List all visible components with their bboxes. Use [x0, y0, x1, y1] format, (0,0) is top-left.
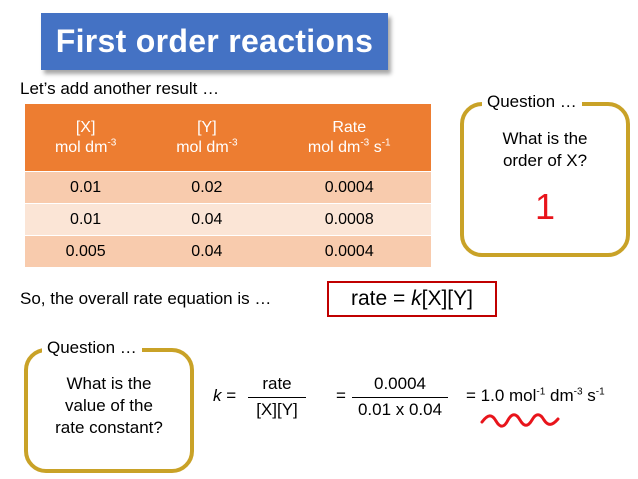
fraction-bar — [248, 397, 306, 398]
table-row: 0.01 0.04 0.0008 — [25, 203, 431, 236]
table-row: 0.01 0.02 0.0004 — [25, 171, 431, 204]
fraction-numerator-rate: rate — [262, 374, 292, 393]
fraction-denominator-value: 0.01 x 0.04 — [357, 400, 443, 419]
question-box-order — [460, 102, 630, 257]
answer-order: 1 — [534, 186, 556, 227]
rate-equation-box: rate = k[X][Y] — [327, 281, 497, 317]
question-text-order: What is the order of X? — [502, 129, 588, 170]
fraction-bar — [352, 397, 448, 398]
cell-y: 0.04 — [146, 235, 268, 268]
fraction-numerator-value: 0.0004 — [374, 374, 426, 393]
cell-rate: 0.0004 — [267, 235, 431, 268]
header-rate: Rate mol dm-3 s-1 — [267, 104, 431, 172]
cell-x: 0.01 — [25, 171, 147, 204]
intro-text: Let’s add another result … — [20, 79, 220, 98]
rate-data-table: [X] mol dm-3 [Y] mol dm-3 Rate mol dm-3 … — [25, 104, 431, 268]
table-header-row: [X] mol dm-3 [Y] mol dm-3 Rate mol dm-3 … — [25, 104, 431, 172]
slide-title: First order reactions — [41, 13, 388, 70]
fraction-denominator-xy: [X][Y] — [256, 400, 298, 419]
header-x: [X] mol dm-3 — [25, 104, 147, 172]
k-symbol: k = — [213, 386, 237, 405]
cell-rate: 0.0008 — [267, 203, 431, 236]
cell-y: 0.04 — [146, 203, 268, 236]
question-text-rate-constant: What is the value of the rate constant? — [55, 374, 163, 437]
equals-sign: = — [336, 386, 346, 405]
cell-rate: 0.0004 — [267, 171, 431, 204]
overall-rate-text: So, the overall rate equation is … — [20, 289, 272, 308]
rate-constant-result: = 1.0 mol-1 dm-3 s-1 — [466, 386, 605, 405]
cell-x: 0.005 — [25, 235, 147, 268]
question-label: Question … — [42, 338, 142, 358]
squiggle-underline — [480, 413, 560, 428]
cell-x: 0.01 — [25, 203, 147, 236]
header-y: [Y] mol dm-3 — [146, 104, 268, 172]
table-row: 0.005 0.04 0.0004 — [25, 235, 431, 268]
question-label: Question … — [482, 92, 582, 112]
cell-y: 0.02 — [146, 171, 268, 204]
